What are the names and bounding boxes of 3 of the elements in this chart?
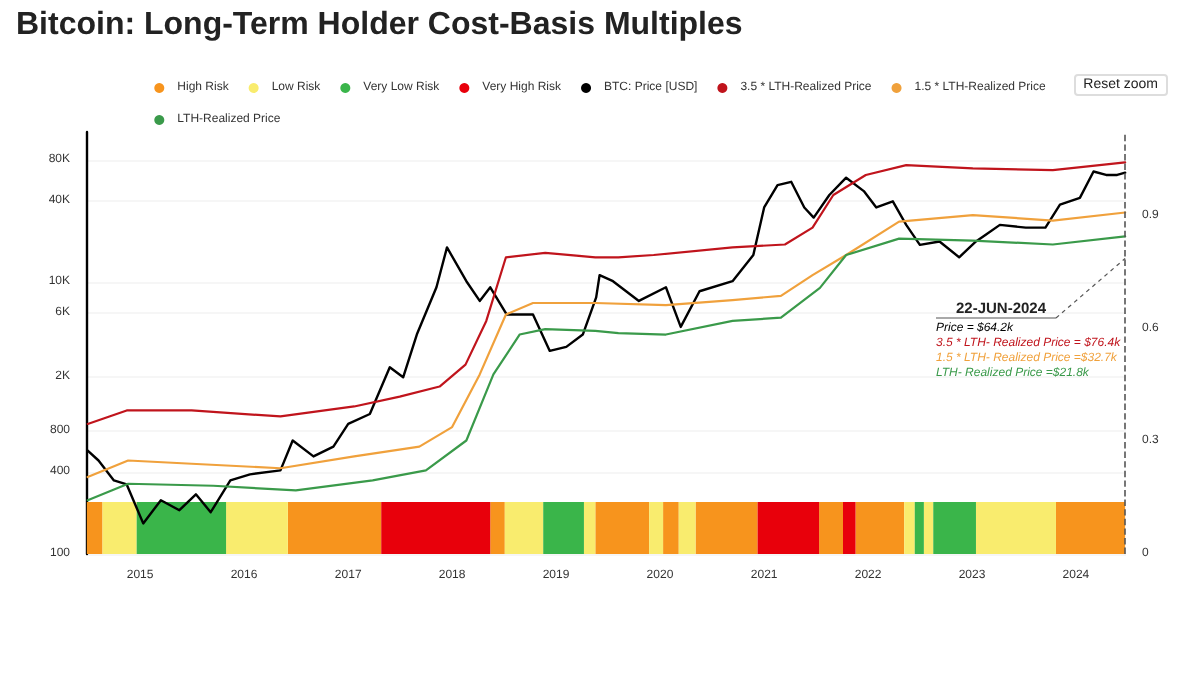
chart-title: Bitcoin: Long-Term Holder Cost-Basis Multiples <box>16 8 743 44</box>
line-series <box>86 161 1127 426</box>
line-series <box>86 211 1127 479</box>
